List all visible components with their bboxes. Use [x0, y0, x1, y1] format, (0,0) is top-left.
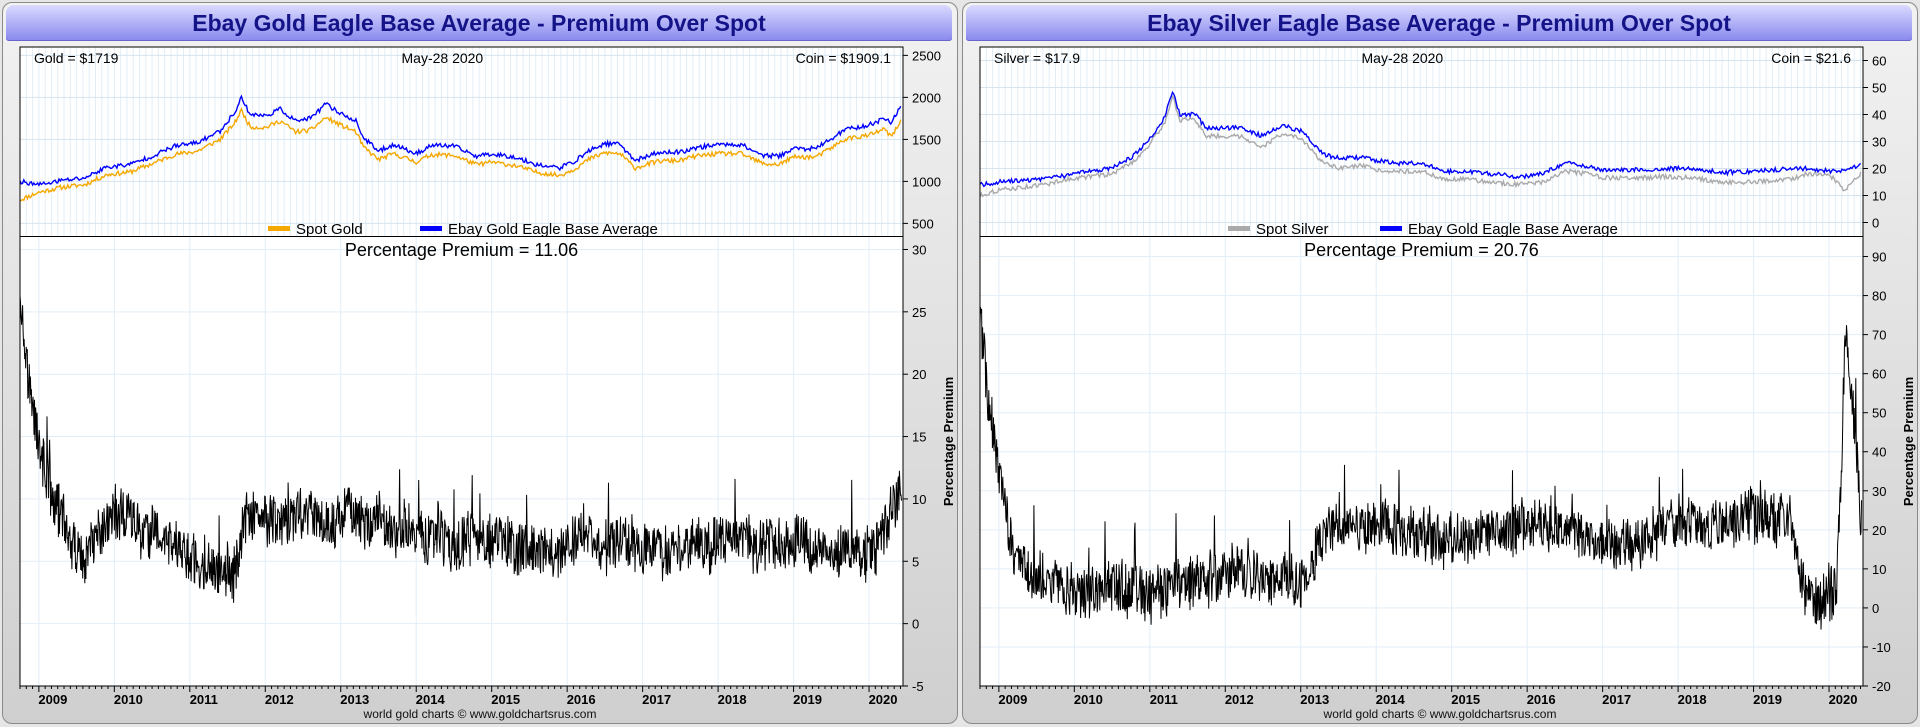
y-tick-label: 40	[1872, 445, 1886, 460]
legend-label: Ebay Gold Eagle Base Average	[448, 221, 658, 238]
gold-chart-svg: 500 1000 1500 2000 2500 Gold = $1719 May-28 20…	[19, 46, 956, 707]
x-tick-label: 2010	[114, 692, 143, 707]
series-line	[19, 295, 902, 603]
x-tick-label: 2011	[190, 692, 218, 707]
y-tick-label: 20	[912, 367, 926, 382]
x-tick-label: 2015	[1451, 692, 1480, 707]
y-tick-label: 90	[1872, 250, 1886, 265]
series-line	[19, 106, 902, 202]
x-tick-label: 2020	[1829, 692, 1858, 707]
source-credit: world gold charts © www.goldchartsrus.co…	[1323, 707, 1557, 721]
source-credit: world gold charts © www.goldchartsrus.co…	[363, 707, 597, 721]
legend-label: Spot Gold	[296, 221, 363, 238]
premium-title: Percentage Premium = 11.06	[345, 240, 578, 260]
y-tick-label: 30	[1872, 135, 1886, 150]
legend-swatch	[420, 226, 442, 231]
x-tick-label: 2016	[567, 692, 596, 707]
bottom-plot-area	[980, 237, 1863, 686]
y-tick-label: 60	[1872, 367, 1886, 382]
x-tick-label: 2017	[1602, 692, 1631, 707]
y-tick-label: 5	[912, 554, 919, 569]
x-tick-label: 2019	[793, 692, 822, 707]
y-tick-label: -10	[1872, 640, 1891, 655]
legend-swatch	[268, 226, 290, 231]
plot-frame	[979, 46, 1864, 687]
x-tick-label: 2020	[869, 692, 898, 707]
y-tick-label: 80	[1872, 289, 1886, 304]
coin-price-label: Coin = $1909.1	[796, 50, 892, 66]
x-tick-label: 2009	[998, 692, 1027, 707]
plot-frame	[19, 46, 904, 687]
x-tick-label: 2017	[642, 692, 671, 707]
spot-price-label: Gold = $1719	[34, 50, 119, 66]
y-tick-label: 10	[912, 492, 926, 507]
y-tick-label: 500	[912, 216, 934, 231]
series-line	[979, 307, 1862, 630]
y-tick-label: 15	[912, 430, 926, 445]
x-tick-label: 2015	[491, 692, 520, 707]
y-tick-label: 70	[1872, 328, 1886, 343]
x-tick-label: 2010	[1074, 692, 1103, 707]
series-line	[979, 94, 1862, 198]
y-axis-label: Percentage Premium	[1901, 377, 1916, 506]
x-tick-label: 2019	[1753, 692, 1782, 707]
y-tick-label: 1500	[912, 132, 941, 147]
series-line	[979, 90, 1862, 188]
y-tick-label: 50	[1872, 81, 1886, 96]
silver-chart-panel: Ebay Silver Eagle Base Average - Premium…	[962, 2, 1918, 724]
x-tick-label: 2013	[1300, 692, 1329, 707]
y-tick-label: 60	[1872, 54, 1886, 69]
x-tick-label: 2011	[1150, 692, 1178, 707]
chart-title: Ebay Gold Eagle Base Average - Premium O…	[6, 5, 952, 41]
y-tick-label: -5	[912, 679, 924, 694]
coin-price-label: Coin = $21.6	[1771, 50, 1851, 66]
x-tick-label: 2009	[38, 692, 67, 707]
legend-label: Ebay Gold Eagle Base Average	[1408, 221, 1618, 238]
x-tick-label: 2018	[718, 692, 747, 707]
x-tick-label: 2016	[1527, 692, 1556, 707]
y-tick-label: 2000	[912, 90, 941, 105]
y-tick-label: 40	[1872, 108, 1886, 123]
y-tick-label: 0	[1872, 601, 1879, 616]
premium-title: Percentage Premium = 20.76	[1304, 240, 1539, 260]
y-tick-label: 20	[1872, 523, 1886, 538]
date-label: May-28 2020	[1362, 50, 1444, 66]
y-tick-label: 50	[1872, 406, 1886, 421]
date-label: May-28 2020	[402, 50, 484, 66]
legend-swatch	[1380, 226, 1402, 231]
y-tick-label: 1000	[912, 174, 941, 189]
y-tick-label: 30	[912, 242, 926, 257]
gold-chart-panel: Ebay Gold Eagle Base Average - Premium O…	[2, 2, 958, 724]
y-tick-label: 10	[1872, 189, 1886, 204]
x-tick-label: 2012	[265, 692, 294, 707]
series-line	[19, 94, 902, 187]
y-tick-label: 2500	[912, 48, 941, 63]
y-tick-label: 25	[912, 305, 926, 320]
y-tick-label: 0	[912, 617, 919, 632]
y-tick-label: 20	[1872, 162, 1886, 177]
legend-label: Spot Silver	[1256, 221, 1329, 238]
spot-price-label: Silver = $17.9	[994, 50, 1080, 66]
y-tick-label: 10	[1872, 562, 1886, 577]
y-axis-label: Percentage Premium	[941, 377, 956, 506]
chart-title: Ebay Silver Eagle Base Average - Premium…	[966, 5, 1912, 41]
bottom-plot-area	[20, 237, 903, 686]
y-tick-label: 0	[1872, 216, 1879, 231]
x-tick-label: 2014	[416, 692, 446, 707]
x-tick-label: 2018	[1678, 692, 1707, 707]
x-tick-label: 2014	[1376, 692, 1406, 707]
silver-chart-svg: 0 10 20 30 40 50 60 Silver = $17.9 May-28 2020 Co…	[979, 46, 1916, 707]
legend-swatch	[1228, 226, 1250, 231]
x-tick-label: 2012	[1225, 692, 1254, 707]
y-tick-label: -20	[1872, 679, 1891, 694]
y-tick-label: 30	[1872, 484, 1886, 499]
x-tick-label: 2013	[340, 692, 369, 707]
